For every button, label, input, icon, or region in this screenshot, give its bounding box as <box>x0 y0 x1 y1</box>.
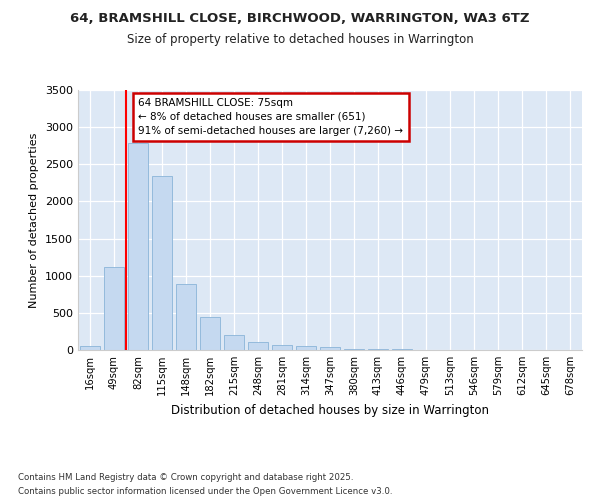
Text: 64, BRAMSHILL CLOSE, BIRCHWOOD, WARRINGTON, WA3 6TZ: 64, BRAMSHILL CLOSE, BIRCHWOOD, WARRINGT… <box>70 12 530 26</box>
Y-axis label: Number of detached properties: Number of detached properties <box>29 132 40 308</box>
Bar <box>200 318 220 350</box>
Bar <box>248 342 268 350</box>
X-axis label: Distribution of detached houses by size in Warrington: Distribution of detached houses by size … <box>171 404 489 416</box>
Text: Contains HM Land Registry data © Crown copyright and database right 2025.: Contains HM Land Registry data © Crown c… <box>18 472 353 482</box>
Bar <box>176 284 196 350</box>
Bar <box>320 348 340 350</box>
Text: 64 BRAMSHILL CLOSE: 75sqm
← 8% of detached houses are smaller (651)
91% of semi-: 64 BRAMSHILL CLOSE: 75sqm ← 8% of detach… <box>139 98 403 136</box>
Bar <box>104 267 124 350</box>
Bar <box>344 348 364 350</box>
Bar <box>152 176 172 350</box>
Bar <box>296 346 316 350</box>
Bar <box>368 349 388 350</box>
Bar <box>272 345 292 350</box>
Text: Contains public sector information licensed under the Open Government Licence v3: Contains public sector information licen… <box>18 488 392 496</box>
Bar <box>80 346 100 350</box>
Text: Size of property relative to detached houses in Warrington: Size of property relative to detached ho… <box>127 32 473 46</box>
Bar <box>128 144 148 350</box>
Bar <box>224 335 244 350</box>
